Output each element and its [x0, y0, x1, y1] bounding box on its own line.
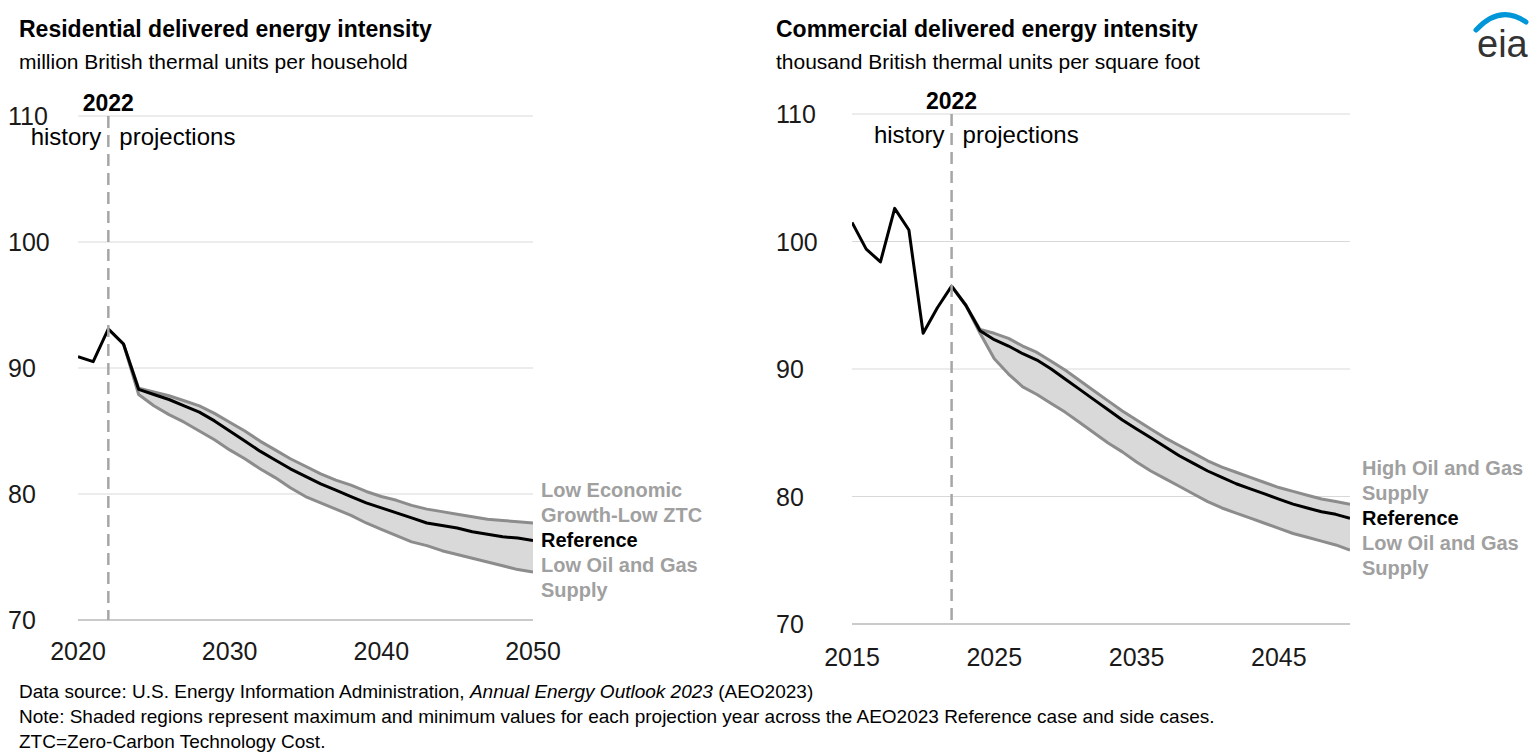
chart-title: Residential delivered energy intensity [19, 16, 432, 42]
grid-line [852, 623, 1350, 624]
annotation-text: projections [119, 123, 235, 150]
chart-subtitle: thousand British thermal units per squar… [776, 50, 1200, 73]
annotation-text: projections [963, 121, 1079, 148]
grid-line [852, 368, 1350, 369]
footnote: ZTC=Zero-Carbon Technology Cost. [19, 731, 325, 752]
chart-title: Commercial delivered energy intensity [776, 16, 1198, 42]
annotation-text: history [31, 123, 102, 150]
chart-subtitle: million British thermal units per househ… [19, 50, 408, 73]
y-tick-label: 90 [8, 354, 36, 382]
series-line [952, 286, 1350, 550]
range-band [108, 329, 533, 572]
x-tick-label: 2020 [50, 637, 106, 665]
source-text: (AEO2023) [713, 681, 813, 702]
label-layer: ReferenceLow Economic Growth-Low ZTCLow … [0, 0, 1533, 755]
annotation-line [950, 114, 953, 624]
y-tick-label: 70 [776, 610, 804, 638]
logo: eia [1477, 23, 1529, 65]
grid-line [78, 367, 533, 368]
series-label: Low Oil and Gas Supply [1362, 531, 1533, 581]
series-line [78, 329, 533, 541]
series-line [108, 329, 533, 572]
footnote: Note: Shaded regions represent maximum a… [19, 706, 1215, 727]
y-tick-label: 80 [776, 483, 804, 511]
chart-canvas: Residential delivered energy intensity mi… [0, 0, 1533, 755]
series-label: Low Economic Growth-Low ZTC [541, 478, 713, 528]
annotation-text: history [874, 121, 945, 148]
y-tick-label: 100 [776, 228, 818, 256]
annotation-year: 2022 [926, 88, 977, 114]
x-axis-line [852, 623, 1350, 625]
panel-1: Commercial delivered energy intensity tho… [776, 16, 1350, 671]
annotation-line [107, 116, 110, 620]
x-tick-label: 2035 [1109, 643, 1165, 671]
series-label: Low Oil and Gas Supply [541, 553, 713, 603]
grid-line [852, 241, 1350, 242]
panel-0: Residential delivered energy intensity mi… [8, 16, 561, 665]
grid-line [78, 241, 533, 242]
y-tick-label: 100 [8, 228, 50, 256]
x-tick-label: 2040 [354, 637, 410, 665]
y-tick-label: 80 [8, 480, 36, 508]
annotation-year: 2022 [83, 90, 134, 116]
x-tick-label: 2025 [966, 643, 1022, 671]
x-tick-label: 2050 [505, 637, 561, 665]
x-tick-label: 2015 [824, 643, 880, 671]
source-text: Annual Energy Outlook 2023 [469, 681, 713, 702]
series-label: Reference [541, 528, 713, 553]
y-tick-label: 110 [776, 100, 816, 128]
y-tick-label: 70 [8, 606, 36, 634]
x-tick-label: 2045 [1251, 643, 1307, 671]
plot-area [78, 329, 533, 572]
grid-line [78, 619, 533, 620]
page: {"chart_data": [ {"type": "line", "title… [0, 0, 1533, 755]
series-line [852, 208, 1350, 518]
x-axis-line [78, 619, 533, 621]
grid-line [78, 115, 533, 116]
plot-area [852, 208, 1350, 550]
source-note: Data source: U.S. Energy Information Adm… [19, 681, 813, 702]
y-tick-label: 90 [776, 355, 804, 383]
series-label: Reference [1362, 506, 1533, 531]
range-band [952, 286, 1350, 550]
series-line [108, 329, 533, 523]
series-label: High Oil and Gas Supply [1362, 456, 1533, 506]
source-text: Data source: U.S. Energy Information Adm… [19, 681, 470, 702]
x-tick-label: 2030 [202, 637, 258, 665]
series-line [952, 286, 1350, 504]
